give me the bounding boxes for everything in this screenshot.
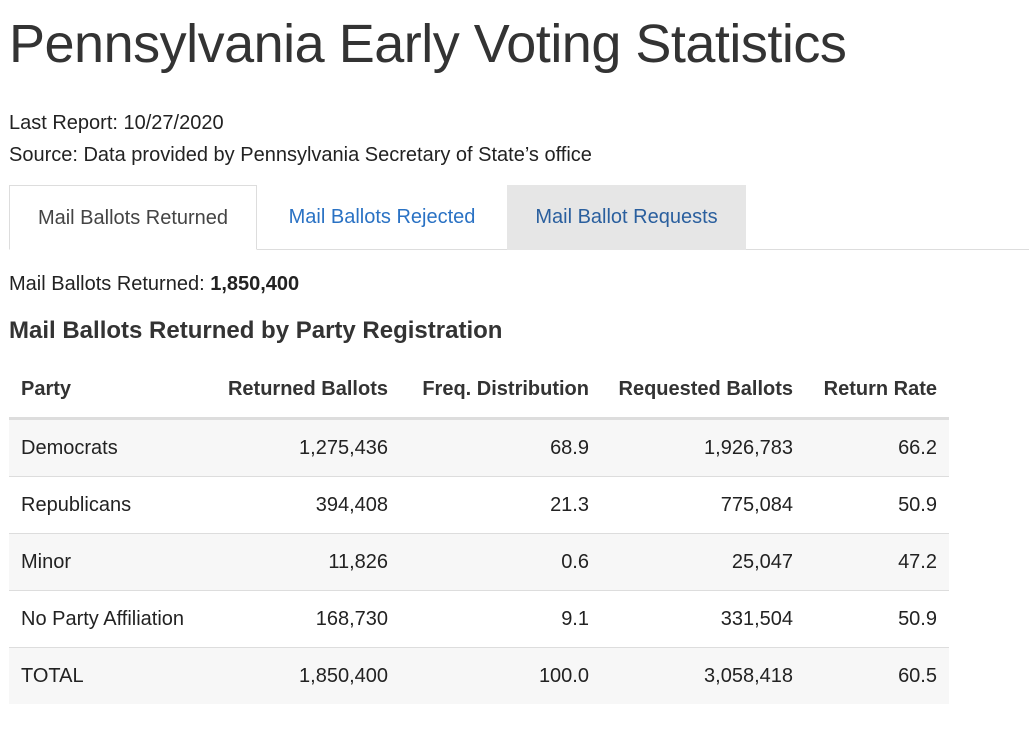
header-return-rate: Return Rate	[805, 362, 949, 420]
cell-requested: 775,084	[601, 476, 805, 534]
cell-party: TOTAL	[9, 647, 199, 704]
party-registration-table: Party Returned Ballots Freq. Distributio…	[9, 362, 949, 704]
cell-returned: 168,730	[199, 590, 400, 648]
source-text: Source: Data provided by Pennsylvania Se…	[9, 144, 592, 166]
table-row-total: TOTAL 1,850,400 100.0 3,058,418 60.5	[9, 647, 949, 704]
tab-bar: Mail Ballots Returned Mail Ballots Rejec…	[9, 185, 1029, 250]
table-row: No Party Affiliation 168,730 9.1 331,504…	[9, 590, 949, 648]
cell-returned: 1,275,436	[199, 418, 400, 477]
cell-party: Minor	[9, 533, 199, 591]
cell-return-rate: 60.5	[805, 647, 949, 704]
header-requested-ballots: Requested Ballots	[601, 362, 805, 420]
tab-mail-ballots-returned[interactable]: Mail Ballots Returned	[9, 185, 257, 250]
table-header-row: Party Returned Ballots Freq. Distributio…	[9, 362, 949, 420]
header-freq-distribution: Freq. Distribution	[400, 362, 601, 420]
returned-summary: Mail Ballots Returned: 1,850,400	[9, 271, 299, 297]
cell-returned: 11,826	[199, 533, 400, 591]
cell-requested: 331,504	[601, 590, 805, 648]
cell-return-rate: 66.2	[805, 418, 949, 477]
returned-summary-label: Mail Ballots Returned:	[9, 273, 211, 295]
table-row: Republicans 394,408 21.3 775,084 50.9	[9, 476, 949, 534]
tab-mail-ballots-rejected[interactable]: Mail Ballots Rejected	[288, 206, 476, 228]
cell-returned: 394,408	[199, 476, 400, 534]
tab-mail-ballot-requests[interactable]: Mail Ballot Requests	[507, 185, 746, 250]
cell-freq: 0.6	[400, 533, 601, 591]
cell-party: Democrats	[9, 418, 199, 477]
cell-party: No Party Affiliation	[9, 590, 199, 648]
cell-return-rate: 47.2	[805, 533, 949, 591]
cell-party: Republicans	[9, 476, 199, 534]
table-row: Democrats 1,275,436 68.9 1,926,783 66.2	[9, 418, 949, 477]
cell-return-rate: 50.9	[805, 590, 949, 648]
cell-freq: 9.1	[400, 590, 601, 648]
page-title: Pennsylvania Early Voting Statistics	[9, 14, 847, 74]
header-returned-ballots: Returned Ballots	[199, 362, 400, 420]
cell-freq: 100.0	[400, 647, 601, 704]
cell-return-rate: 50.9	[805, 476, 949, 534]
last-report-text: Last Report: 10/27/2020	[9, 112, 224, 134]
cell-requested: 25,047	[601, 533, 805, 591]
cell-requested: 1,926,783	[601, 418, 805, 477]
section-heading: Mail Ballots Returned by Party Registrat…	[9, 317, 503, 344]
cell-freq: 68.9	[400, 418, 601, 477]
cell-freq: 21.3	[400, 476, 601, 534]
table-row: Minor 11,826 0.6 25,047 47.2	[9, 533, 949, 591]
header-party: Party	[9, 362, 199, 420]
returned-summary-value: 1,850,400	[210, 273, 300, 295]
cell-returned: 1,850,400	[199, 647, 400, 704]
cell-requested: 3,058,418	[601, 647, 805, 704]
